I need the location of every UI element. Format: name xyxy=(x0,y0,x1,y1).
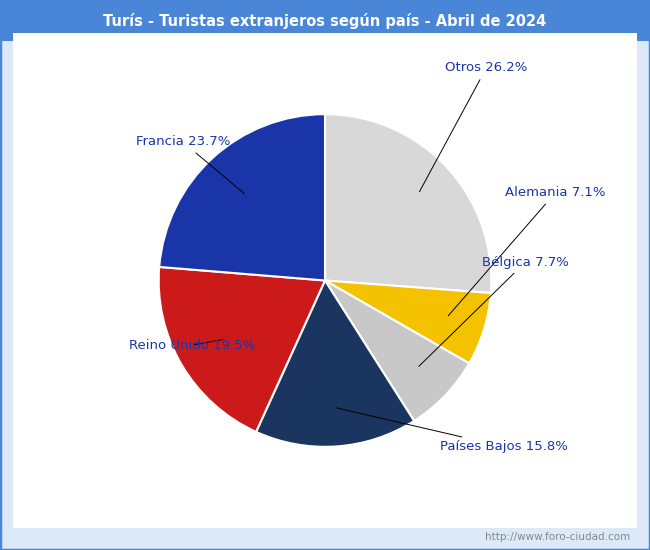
Text: Bélgica 7.7%: Bélgica 7.7% xyxy=(419,256,569,366)
Text: Países Bajos 15.8%: Países Bajos 15.8% xyxy=(337,408,568,453)
Wedge shape xyxy=(325,280,491,364)
Wedge shape xyxy=(325,114,491,293)
Text: Alemania 7.1%: Alemania 7.1% xyxy=(448,186,606,316)
Text: Francia 23.7%: Francia 23.7% xyxy=(136,135,244,194)
Wedge shape xyxy=(159,267,325,432)
Text: http://www.foro-ciudad.com: http://www.foro-ciudad.com xyxy=(486,532,630,542)
Text: Reino Unido 19.5%: Reino Unido 19.5% xyxy=(129,339,255,351)
Text: Otros 26.2%: Otros 26.2% xyxy=(419,62,528,191)
Wedge shape xyxy=(256,280,414,447)
Text: Turís - Turistas extranjeros según país - Abril de 2024: Turís - Turistas extranjeros según país … xyxy=(103,13,547,29)
Wedge shape xyxy=(159,114,325,280)
Wedge shape xyxy=(325,280,469,421)
